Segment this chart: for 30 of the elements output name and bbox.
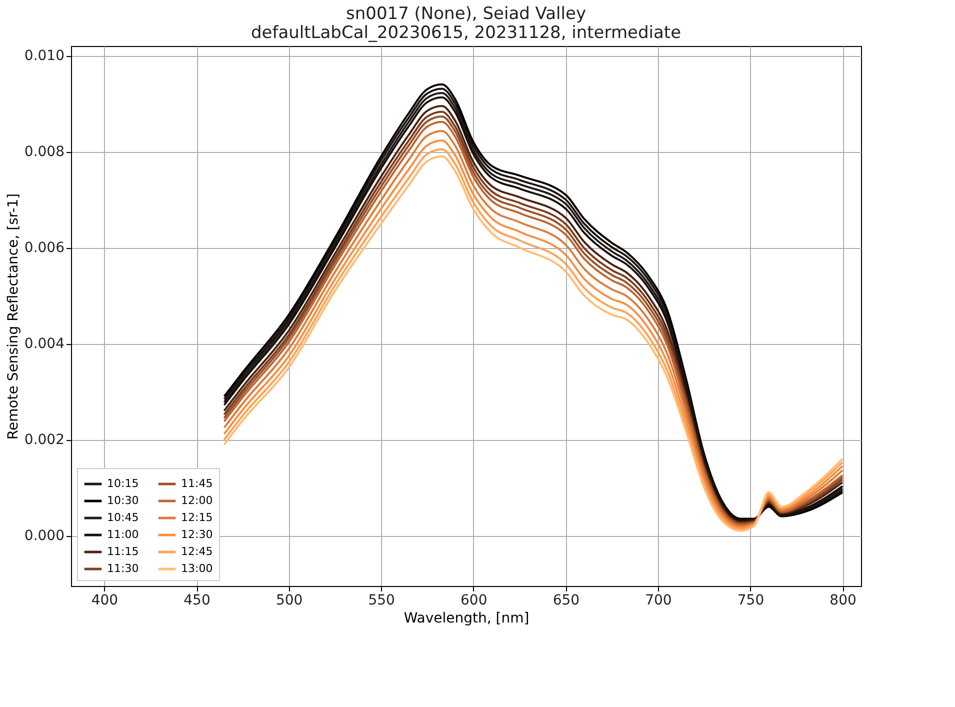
y-tick-label: 0.010: [24, 48, 64, 64]
legend-label: 13:00: [181, 562, 213, 575]
legend-label: 11:00: [107, 528, 139, 541]
x-tick-label: 800: [830, 592, 856, 608]
x-tick-label: 500: [276, 592, 303, 608]
x-tick-label: 600: [460, 592, 488, 608]
chart-title: sn0017 (None), Seiad Valley defaultLabCal_20230615, 20231128, intermediate: [250, 4, 682, 43]
x-tick-label: 400: [91, 592, 118, 608]
legend-label: 11:30: [107, 562, 139, 575]
y-tick-label: 0.004: [24, 336, 65, 352]
y-tick-label: 0.000: [24, 528, 64, 544]
x-tick-label: 750: [737, 592, 764, 608]
legend-label: 12:15: [181, 511, 213, 524]
legend-label: 10:30: [107, 494, 139, 507]
legend-label: 12:30: [181, 528, 213, 541]
legend-label: 10:45: [107, 511, 139, 524]
y-axis-title: Remote Sensing Reflectance, [sr-1]: [5, 193, 22, 440]
x-tick-label: 700: [645, 592, 672, 608]
x-tick-label: 650: [552, 592, 580, 608]
y-tick-label: 0.008: [24, 144, 64, 160]
legend-label: 12:00: [181, 494, 213, 507]
legend-label: 11:15: [107, 545, 139, 558]
legend-label: 10:15: [107, 477, 139, 490]
legend-label: 12:45: [181, 545, 213, 558]
y-tick-label: 0.006: [24, 240, 65, 256]
x-tick-label: 550: [368, 592, 395, 608]
x-axis-title: Wavelength, [nm]: [404, 610, 530, 626]
x-tick-label: 450: [184, 592, 210, 608]
legend-label: 11:45: [181, 477, 213, 490]
y-tick-label: 0.002: [24, 432, 64, 448]
